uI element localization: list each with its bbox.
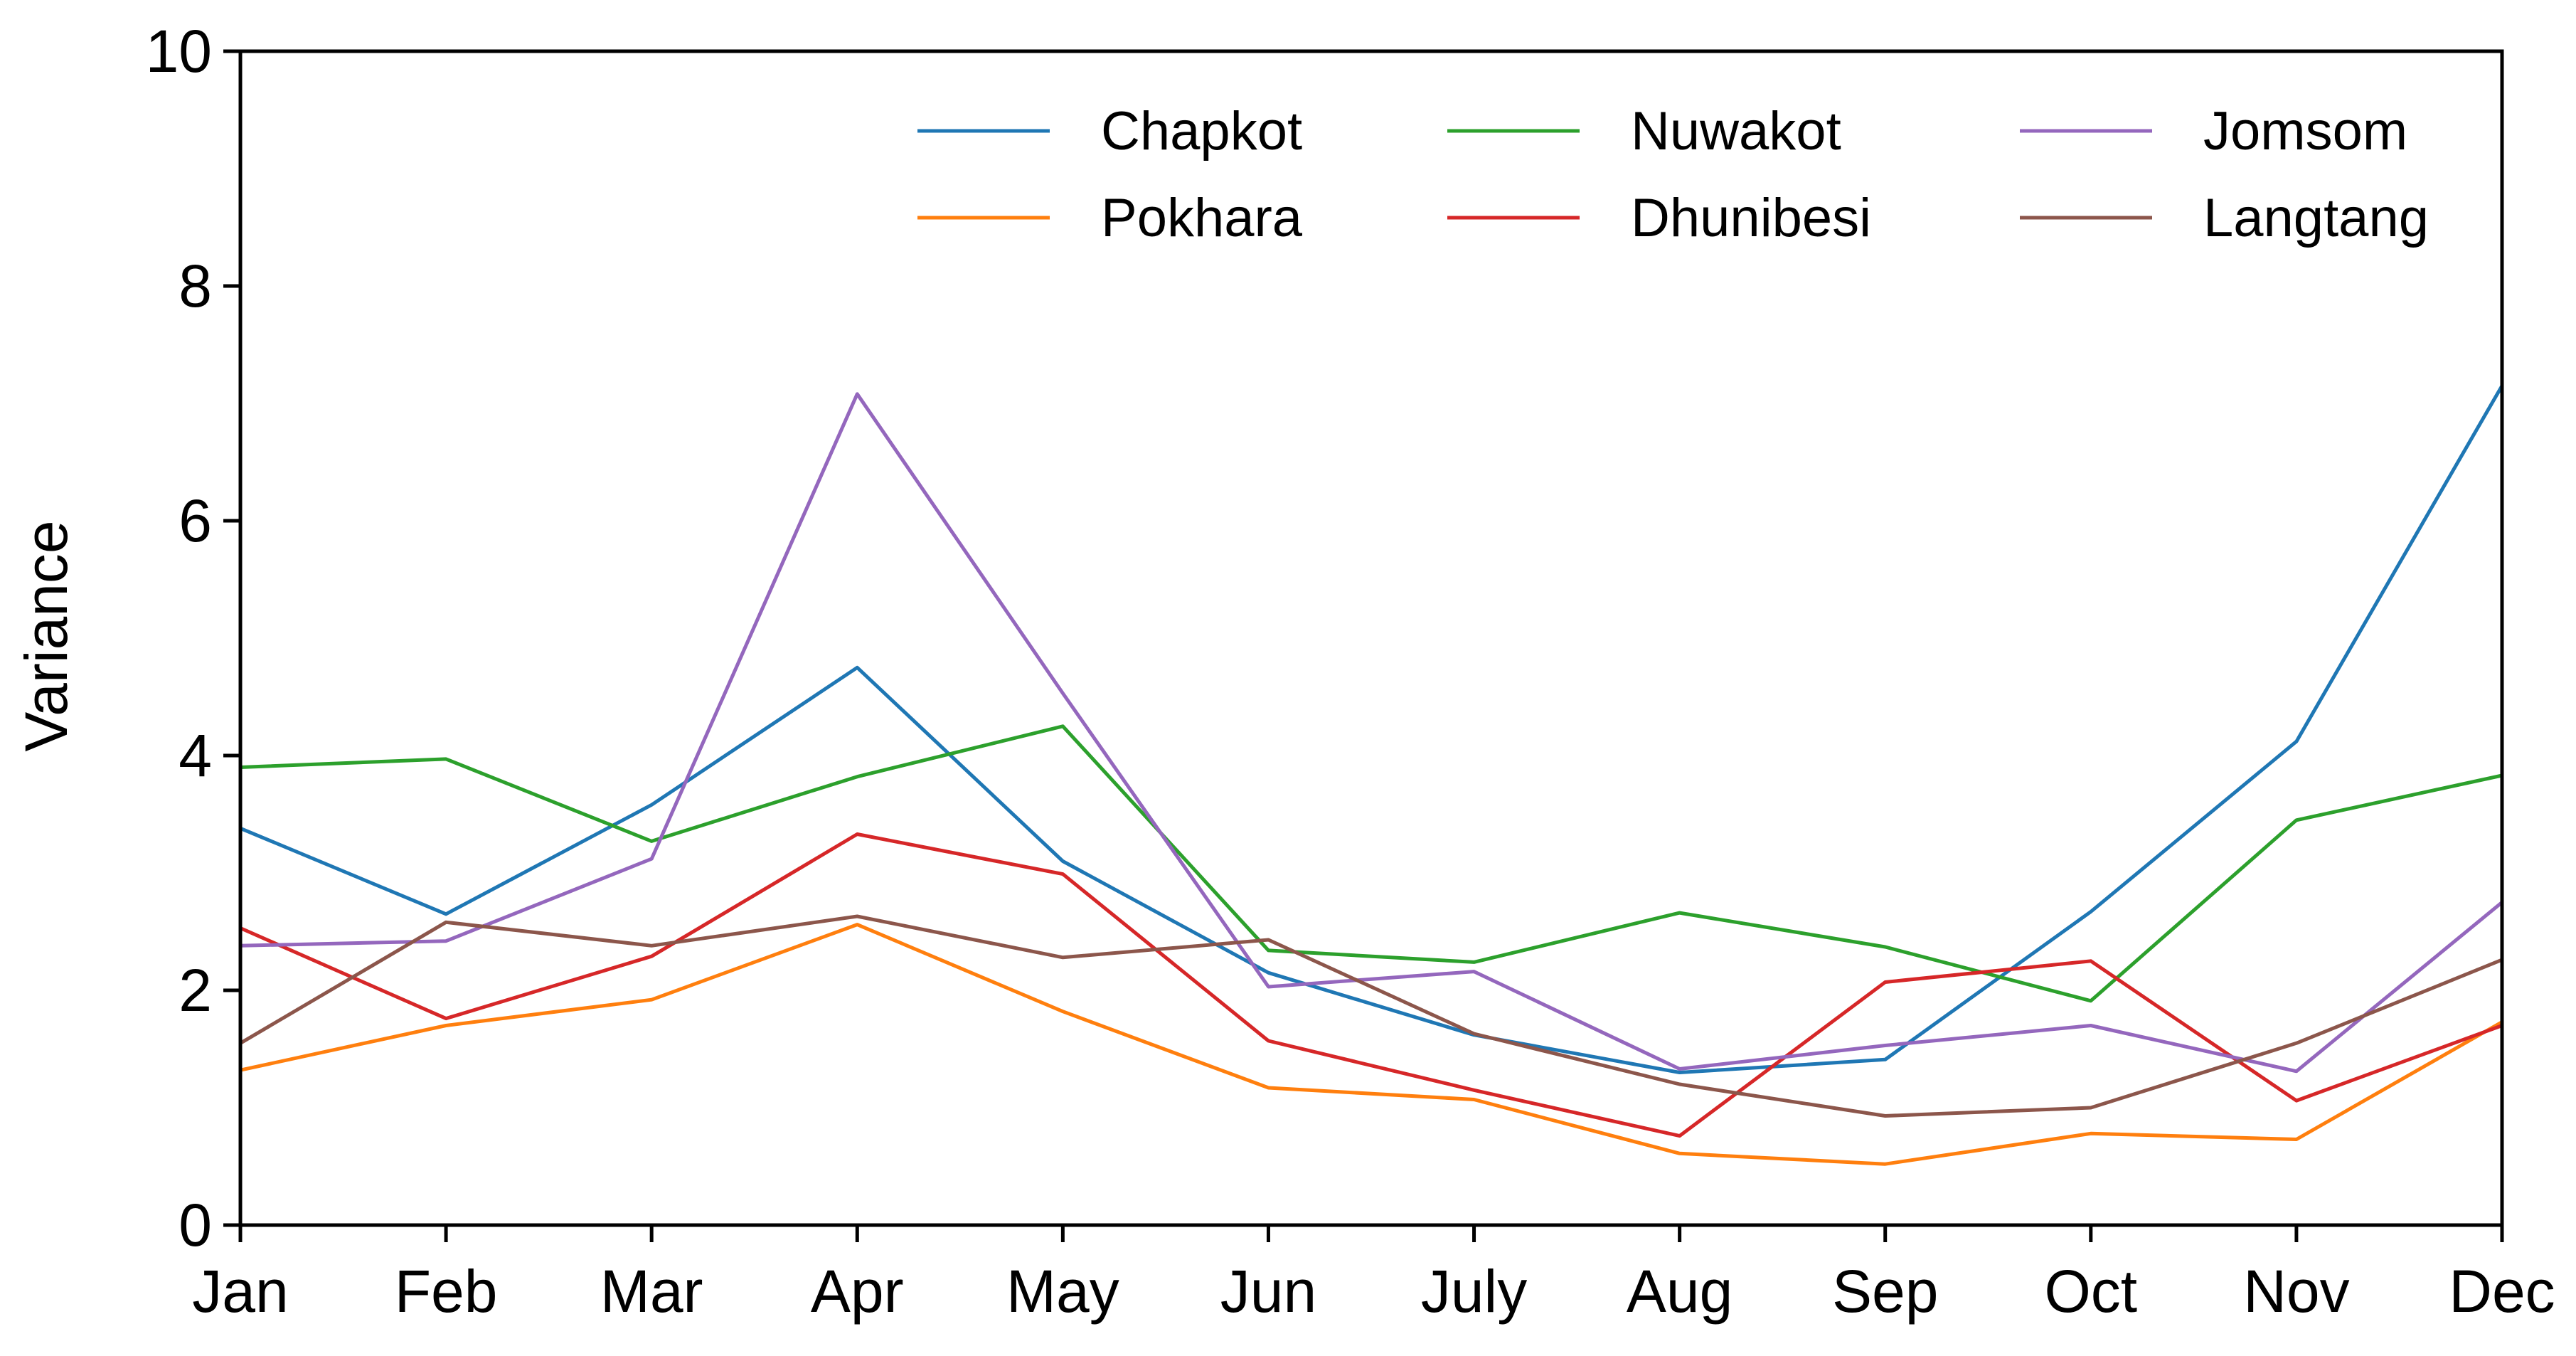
y-tick-label: 2: [179, 957, 212, 1024]
series-line-pokhara: [240, 923, 2503, 1166]
x-tick-label: Mar: [600, 1258, 703, 1325]
x-tick-label: July: [1421, 1258, 1527, 1325]
y-tick-label: 8: [179, 253, 212, 319]
x-tick-label: Dec: [2449, 1258, 2555, 1325]
plot-frame: [238, 49, 2504, 1227]
legend-label-dhunibesi: Dhunibesi: [1631, 188, 1871, 248]
y-axis-ticks: 0 2 4 6 8 10: [146, 18, 240, 1259]
x-tick-label: Jun: [1220, 1258, 1316, 1325]
legend: Chapkot Pokhara Nuwakot Dhunibesi Jomsom Lang…: [917, 101, 2429, 248]
y-tick-label: 4: [179, 722, 212, 789]
legend-label-langtang: Langtang: [2203, 188, 2429, 248]
x-tick-label: Apr: [811, 1258, 904, 1325]
series-line-dhunibesi: [239, 832, 2503, 1138]
y-tick-label: 0: [179, 1192, 212, 1259]
legend-label-pokhara: Pokhara: [1101, 188, 1303, 248]
series-line-nuwakot: [240, 724, 2503, 1003]
y-tick-label: 6: [179, 487, 212, 554]
legend-label-nuwakot: Nuwakot: [1631, 101, 1841, 161]
series-line-langtang: [239, 914, 2503, 1118]
y-axis-label: Variance: [13, 520, 80, 751]
x-tick-label: Jan: [192, 1258, 288, 1325]
x-tick-label: Oct: [2044, 1258, 2137, 1325]
x-tick-label: Feb: [395, 1258, 498, 1325]
series-line-chapkot: [240, 384, 2504, 1074]
series-lines: [239, 384, 2504, 1166]
x-tick-label: Sep: [1832, 1258, 1938, 1325]
series-line-jomsom: [240, 392, 2503, 1074]
x-tick-label: Aug: [1627, 1258, 1733, 1325]
axes: [238, 49, 2504, 1227]
legend-label-jomsom: Jomsom: [2203, 101, 2407, 161]
legend-label-chapkot: Chapkot: [1101, 101, 1302, 161]
x-tick-label: May: [1006, 1258, 1119, 1325]
y-tick-label: 10: [146, 18, 212, 85]
x-axis-ticks: Jan Feb Mar Apr May Jun July Aug Sep Oct Nov Dec: [192, 1225, 2555, 1325]
x-tick-label: Nov: [2243, 1258, 2349, 1325]
